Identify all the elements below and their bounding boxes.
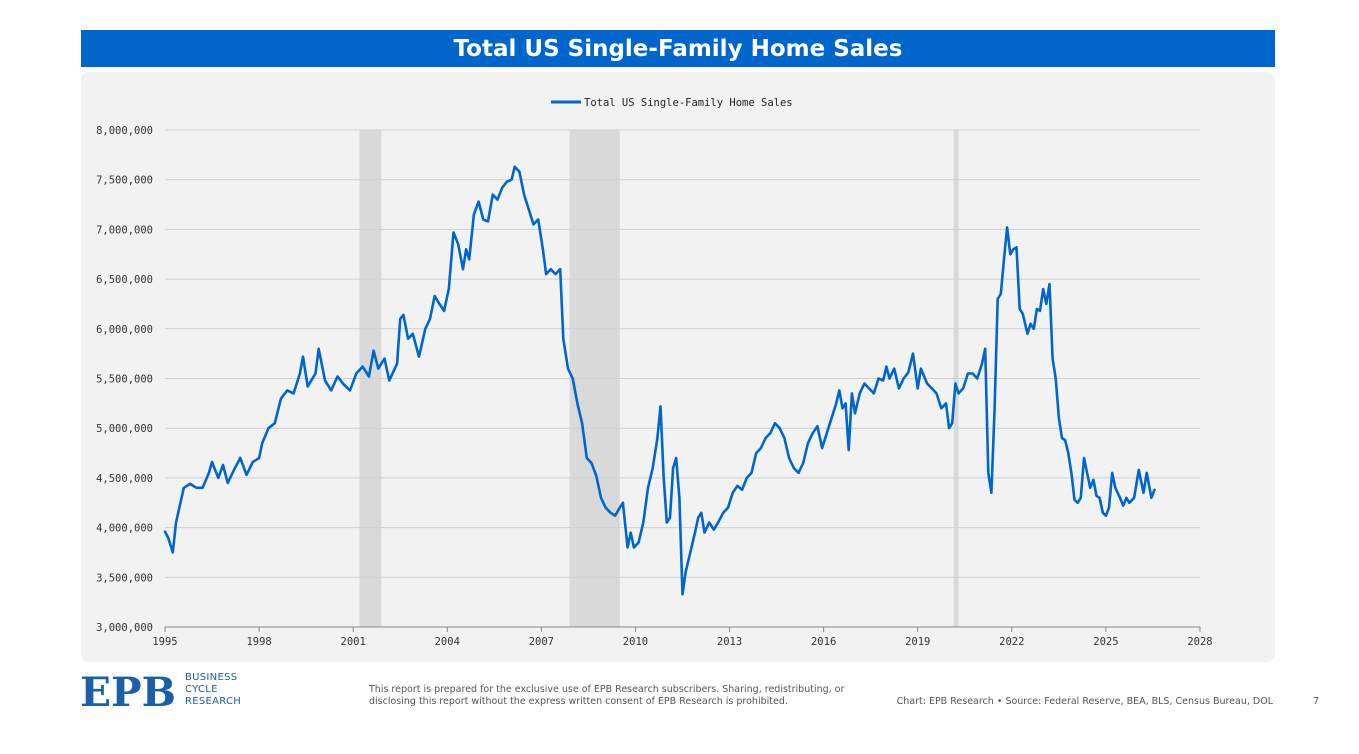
logo-sub-line: RESEARCH xyxy=(185,696,242,707)
y-tick-label: 8,000,000 xyxy=(96,125,153,137)
x-tick-label: 2028 xyxy=(1187,636,1212,648)
y-tick-label: 4,500,000 xyxy=(96,473,153,485)
y-tick-label: 7,000,000 xyxy=(96,224,153,236)
svg-text:EPB: EPB xyxy=(80,672,176,710)
x-tick-label: 2007 xyxy=(529,636,554,648)
x-tick-label: 2016 xyxy=(811,636,836,648)
legend-label: Total US Single-Family Home Sales xyxy=(584,97,793,109)
disclaimer-text: This report is prepared for the exclusiv… xyxy=(369,684,845,707)
chart-panel: 3,000,000 3,500,000 4,000,000 4,500,000 5,00… xyxy=(81,72,1275,662)
logo-sub-line: CYCLE xyxy=(185,684,218,695)
line-chart: 3,000,000 3,500,000 4,000,000 4,500,000 5,00… xyxy=(96,97,1213,648)
y-tick-label: 5,500,000 xyxy=(96,374,153,386)
y-tick-label: 3,500,000 xyxy=(96,572,153,584)
epb-logo: EPB xyxy=(80,672,176,710)
x-tick-label: 2019 xyxy=(905,636,930,648)
x-tick-label: 2025 xyxy=(1093,636,1118,648)
x-tick-label: 2010 xyxy=(623,636,648,648)
y-tick-label: 3,000,000 xyxy=(96,622,153,634)
y-tick-label: 4,000,000 xyxy=(96,523,153,535)
logo-sub-line: BUSINESS xyxy=(185,672,238,683)
y-tick-label: 7,500,000 xyxy=(96,175,153,187)
y-tick-label: 6,500,000 xyxy=(96,274,153,286)
y-tick-label: 6,000,000 xyxy=(96,324,153,336)
x-tick-label: 2013 xyxy=(717,636,742,648)
x-tick-label: 1998 xyxy=(246,636,271,648)
x-tick-label: 1995 xyxy=(152,636,177,648)
page-title: Total US Single-Family Home Sales xyxy=(453,35,903,62)
x-tick-label: 2001 xyxy=(341,636,366,648)
y-tick-label: 5,000,000 xyxy=(96,423,153,435)
x-tick-label: 2022 xyxy=(999,636,1024,648)
page-number: 7 xyxy=(1313,696,1320,707)
logo-subtitle: BUSINESS CYCLE RESEARCH xyxy=(185,672,241,708)
source-text: Chart: EPB Research • Source: Federal Re… xyxy=(896,696,1273,707)
chart-title-bar: Total US Single-Family Home Sales xyxy=(81,30,1275,67)
x-tick-label: 2004 xyxy=(435,636,460,648)
series-line xyxy=(163,165,1156,596)
